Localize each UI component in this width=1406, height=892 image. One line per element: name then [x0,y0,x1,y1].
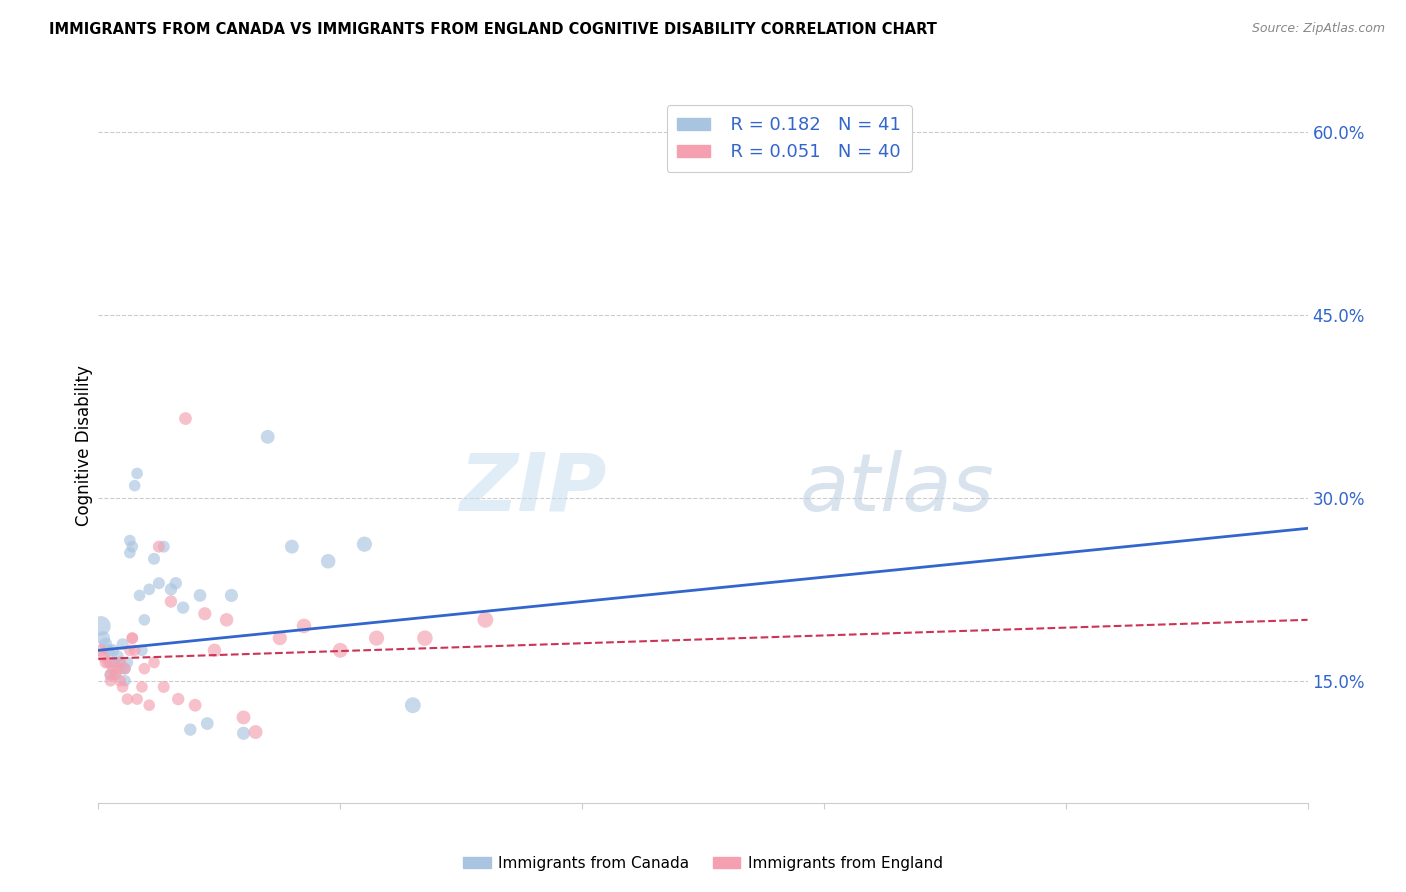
Point [100,667,122,681]
Point [215,613,238,627]
Point [121,540,143,554]
Point [114,662,136,676]
Point [90,643,112,657]
Point [245,725,267,739]
Point [256,430,278,444]
Point [114,673,136,688]
Point [114,662,136,676]
Point [174,411,197,425]
Point [281,540,304,554]
Point [221,589,243,603]
Point [104,667,127,681]
Point [101,662,124,676]
Point [104,656,127,670]
Point [179,723,201,737]
Point [108,656,131,670]
Point [108,673,131,688]
Point [94,637,117,651]
Point [172,600,194,615]
Text: IMMIGRANTS FROM CANADA VS IMMIGRANTS FROM ENGLAND COGNITIVE DISABILITY CORRELATI: IMMIGRANTS FROM CANADA VS IMMIGRANTS FRO… [49,22,936,37]
Point [148,576,170,591]
Point [269,631,291,645]
Point [94,656,117,670]
Point [413,631,436,645]
Point [194,607,217,621]
Point [165,576,187,591]
Point [143,656,166,670]
Point [138,698,160,713]
Point [160,582,183,597]
Point [117,656,139,670]
Point [104,667,127,681]
Point [118,643,141,657]
Point [91,649,114,664]
Point [195,716,218,731]
Point [148,540,170,554]
Point [100,656,122,670]
Point [292,619,315,633]
Point [131,643,153,657]
Legend: Immigrants from Canada, Immigrants from England: Immigrants from Canada, Immigrants from … [457,850,949,877]
Point [316,554,339,568]
Point [131,680,153,694]
Point [134,662,156,676]
Point [232,710,254,724]
Point [329,643,352,657]
Point [121,631,143,645]
Point [111,680,134,694]
Point [111,662,134,676]
Point [107,662,129,676]
Point [117,692,139,706]
Point [101,643,124,657]
Point [127,692,149,706]
Point [138,582,160,597]
Point [353,537,375,551]
Point [97,643,120,657]
Point [124,478,146,492]
Point [167,692,190,706]
Point [121,631,143,645]
Point [118,546,141,560]
Point [204,643,226,657]
Point [474,613,496,627]
Point [118,533,141,548]
Point [127,467,149,481]
Point [124,643,146,657]
Legend:   R = 0.182   N = 41,   R = 0.051   N = 40: R = 0.182 N = 41, R = 0.051 N = 40 [666,105,911,172]
Point [100,667,122,681]
Point [366,631,388,645]
Point [108,656,131,670]
Y-axis label: Cognitive Disability: Cognitive Disability [75,366,93,526]
Point [100,673,122,688]
Point [91,631,114,645]
Point [152,540,174,554]
Point [128,589,150,603]
Point [160,594,183,608]
Text: ZIP: ZIP [458,450,606,528]
Point [152,680,174,694]
Point [97,656,120,670]
Point [143,551,166,566]
Point [134,613,156,627]
Point [184,698,207,713]
Point [90,619,112,633]
Point [402,698,425,713]
Point [111,637,134,651]
Point [232,726,254,740]
Text: atlas: atlas [800,450,994,528]
Text: Source: ZipAtlas.com: Source: ZipAtlas.com [1251,22,1385,36]
Point [188,589,211,603]
Point [107,649,129,664]
